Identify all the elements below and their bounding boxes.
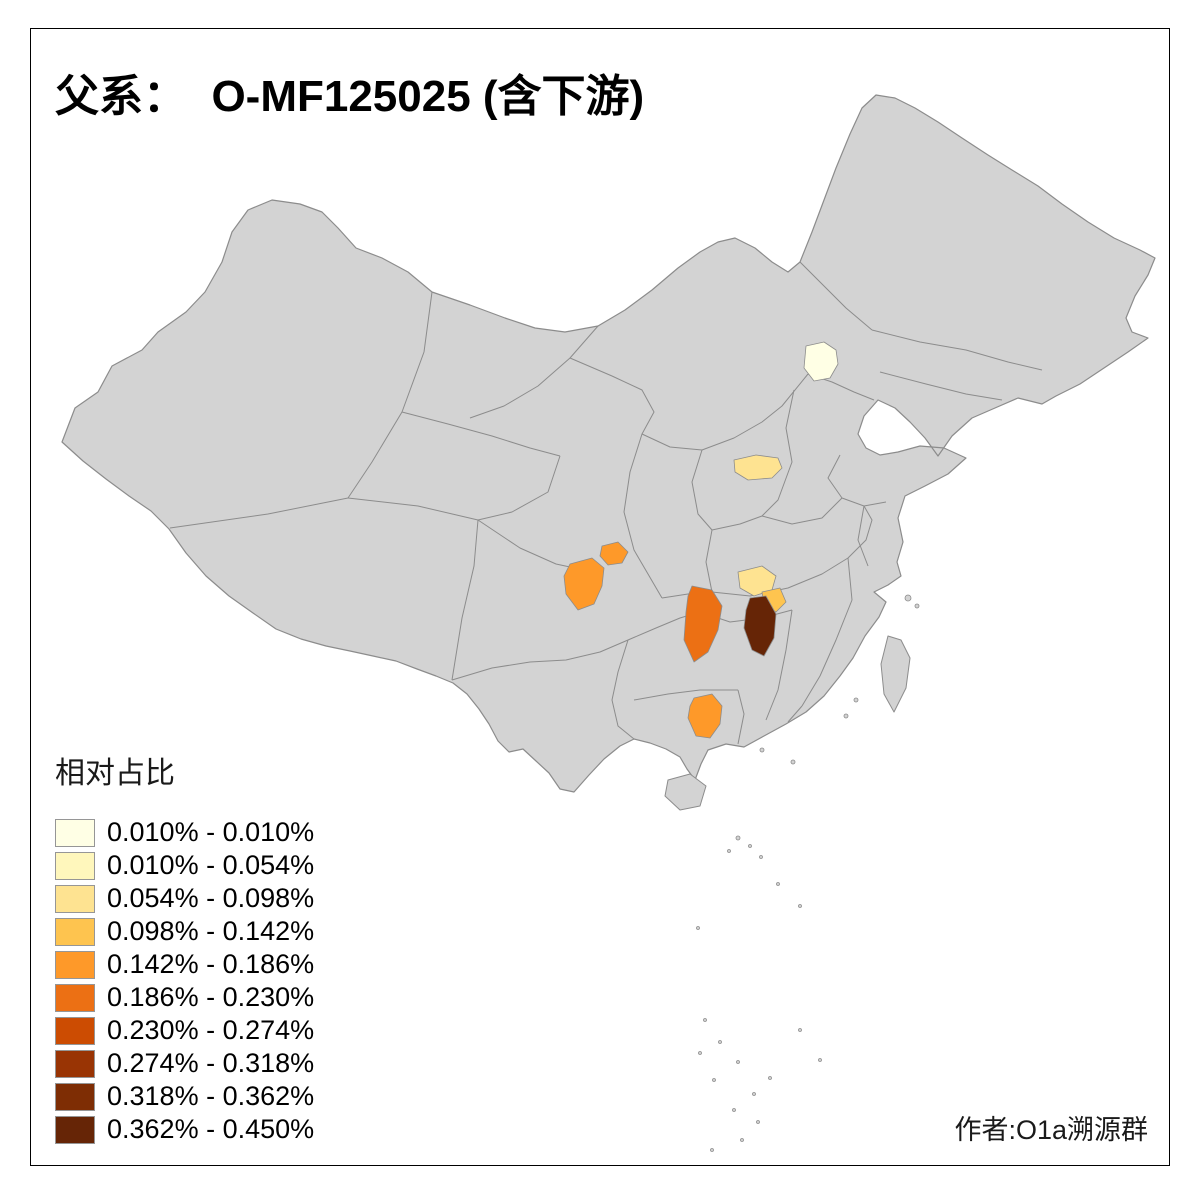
legend-label: 0.010% - 0.054%: [107, 850, 315, 880]
legend-label: 0.186% - 0.230%: [107, 982, 315, 1012]
legend-row: 0.054% - 0.098%: [55, 882, 314, 915]
legend-row: 0.098% - 0.142%: [55, 915, 314, 948]
legend-swatch: [55, 1049, 95, 1078]
legend-swatch: [55, 1115, 95, 1144]
region-south-shanxi-area: [733, 454, 783, 481]
legend-row: 0.318% - 0.362%: [55, 1080, 314, 1113]
figure-border: [30, 28, 1170, 1166]
legend-row: 0.010% - 0.010%: [55, 816, 314, 849]
figure-title: 父系： O-MF125025 (含下游): [55, 72, 645, 121]
legend-label: 0.274% - 0.318%: [107, 1048, 315, 1078]
region-hunan-dark-area: [743, 595, 777, 657]
region-sichuan-small-area: [599, 541, 629, 566]
legend-swatch: [55, 884, 95, 913]
legend-title: 相对占比: [55, 757, 175, 790]
mainland-china-shape: [61, 94, 1156, 793]
attribution: 作者:O1a溯源群: [954, 1115, 1148, 1145]
hainan-island: [664, 773, 707, 811]
legend-row: 0.010% - 0.054%: [55, 849, 314, 882]
legend-swatch: [55, 1016, 95, 1045]
legend-label: 0.010% - 0.010%: [107, 817, 315, 847]
legend-swatch: [55, 851, 95, 880]
legend-swatch: [55, 983, 95, 1012]
legend-label: 0.318% - 0.362%: [107, 1081, 315, 1111]
south-china-sea-islands: [696, 594, 920, 1152]
legend-row: 0.274% - 0.318%: [55, 1047, 314, 1080]
islands: [664, 635, 911, 811]
legend: 相对占比 0.010% - 0.010% 0.010% - 0.054% 0.0…: [55, 748, 314, 1146]
legend-swatch: [55, 917, 95, 946]
legend-label: 0.098% - 0.142%: [107, 916, 315, 946]
legend-label: 0.230% - 0.274%: [107, 1015, 315, 1045]
region-guangxi-area: [687, 693, 723, 739]
legend-row: 0.230% - 0.274%: [55, 1014, 314, 1047]
region-sichuan-main-area: [563, 557, 605, 611]
legend-label: 0.362% - 0.450%: [107, 1114, 315, 1144]
legend-swatch: [55, 1082, 95, 1111]
legend-row: 0.186% - 0.230%: [55, 981, 314, 1014]
region-beijing-area: [803, 341, 839, 382]
legend-swatch: [55, 950, 95, 979]
legend-label: 0.054% - 0.098%: [107, 883, 315, 913]
region-guizhou-chongqing-area: [683, 585, 723, 663]
highlighted-regions: [563, 341, 839, 739]
taiwan-island: [880, 635, 911, 713]
legend-label: 0.142% - 0.186%: [107, 949, 315, 979]
legend-swatch: [55, 818, 95, 847]
legend-row: 0.142% - 0.186%: [55, 948, 314, 981]
legend-row: 0.362% - 0.450%: [55, 1113, 314, 1146]
